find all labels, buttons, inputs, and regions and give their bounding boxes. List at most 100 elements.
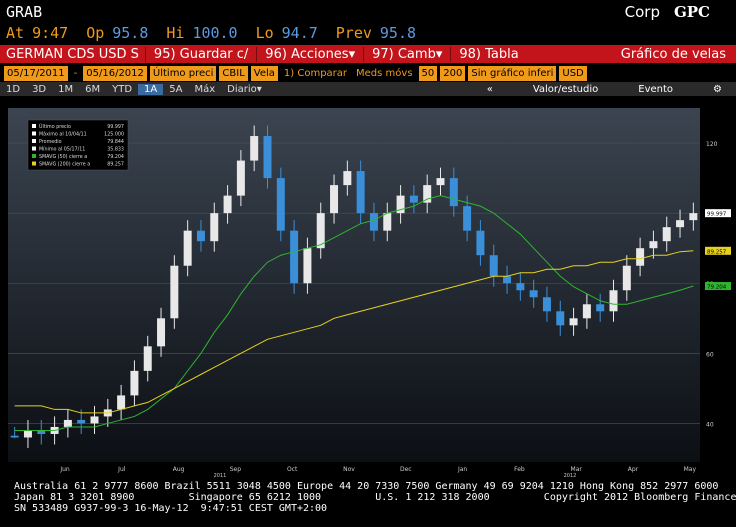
- toolbar-field[interactable]: USD: [559, 65, 587, 81]
- candle-body: [529, 290, 538, 298]
- period-tab[interactable]: Máx: [194, 83, 216, 95]
- candle-body: [423, 185, 432, 203]
- period-tab[interactable]: 1M: [58, 83, 74, 95]
- last-value-box: [705, 282, 731, 291]
- toolbar-field[interactable]: -: [70, 65, 81, 81]
- legend-value: 79.844: [107, 139, 124, 145]
- candle-body: [157, 318, 166, 347]
- tab-action[interactable]: Evento: [638, 83, 674, 95]
- period-tab[interactable]: Diario▾: [227, 83, 262, 95]
- candle-body: [250, 136, 259, 161]
- menu-button[interactable]: 97) Camb▾: [363, 46, 450, 62]
- last-value-label: 79.204: [707, 285, 727, 291]
- footer-line: Japan 81 3 3201 8900 Singapore 65 6212 1…: [14, 492, 736, 503]
- candle-body: [676, 220, 685, 228]
- quote-label: At: [6, 24, 25, 42]
- quote-value: 100.0: [192, 24, 238, 42]
- moving-average-line: [14, 195, 694, 431]
- candle-body: [290, 230, 299, 284]
- x-tick-label: Mar: [571, 466, 583, 473]
- quote-value: 9:47: [32, 24, 69, 42]
- candle-body: [409, 195, 418, 203]
- candle-body: [130, 370, 139, 396]
- toolbar-field[interactable]: 05/17/2011: [4, 65, 68, 81]
- candle-body: [569, 318, 578, 326]
- title-row: GRAB Corp GPC: [0, 2, 736, 22]
- tab-action[interactable]: Valor/estudio: [532, 83, 599, 95]
- tab-bar: 1D 3D 1M 6M YTD 1A 5A Máx Diario▾ « Valor/estudio E…: [0, 82, 736, 96]
- toolbar-field[interactable]: 200: [440, 65, 466, 81]
- candle-body: [77, 419, 86, 424]
- toolbar-field[interactable]: Vela: [250, 65, 278, 81]
- candle-body: [582, 304, 591, 319]
- candle-body: [10, 435, 19, 438]
- year-label: 2011: [214, 473, 227, 478]
- last-value-label: 89.257: [707, 249, 727, 255]
- candle-body: [210, 213, 219, 242]
- legend-label: Máximo al 10/04/11: [39, 131, 87, 138]
- x-tick-label: Nov: [343, 466, 355, 473]
- market: Corp: [624, 3, 660, 21]
- menu-button[interactable]: 96) Acciones▾: [256, 46, 363, 62]
- toolbar-field[interactable]: 05/16/2012: [83, 65, 147, 81]
- menu-bar: GERMAN CDS USD S 95) Guardar c/96) Accio…: [0, 45, 736, 63]
- period-tab[interactable]: 1A: [138, 83, 164, 95]
- tab-action[interactable]: «: [486, 83, 493, 95]
- candle-body: [636, 248, 645, 266]
- x-tick-label: Oct: [287, 466, 298, 473]
- legend-value: 125.000: [104, 132, 124, 138]
- menu-button[interactable]: 95) Guardar c/: [144, 46, 256, 62]
- candle-body: [263, 136, 272, 179]
- period-tab[interactable]: 5A: [169, 83, 183, 95]
- x-tick-label: Aug: [173, 466, 185, 473]
- candle-body: [596, 304, 605, 312]
- toolbar-field[interactable]: Meds móvs: [353, 65, 416, 81]
- candle-body: [90, 416, 99, 424]
- y-tick-label: 40: [706, 421, 714, 428]
- quote-label: Op: [86, 24, 105, 42]
- x-tick-label: Jul: [117, 466, 126, 473]
- tab-action[interactable]: ⚙: [713, 83, 722, 95]
- candle-body: [383, 213, 392, 231]
- period-tab[interactable]: 1D: [6, 83, 21, 95]
- ticker: GRAB: [6, 3, 43, 21]
- menu-button[interactable]: 98) Tabla: [450, 46, 526, 62]
- toolbar-field[interactable]: Sin gráfico inferi: [468, 65, 557, 81]
- quote-row: At 9:47 Op 95.8 Hi 100.0 Lo 94.7 Prev 95.8: [0, 23, 736, 43]
- last-value-box: [705, 209, 731, 218]
- period-tab[interactable]: YTD: [112, 83, 133, 95]
- legend-label: Mínimo al 05/17/11: [39, 146, 85, 153]
- legend-swatch: [32, 161, 36, 166]
- quote-value: 95.8: [112, 24, 149, 42]
- legend-label: SMAVG (200) cierre a: [39, 162, 90, 168]
- candle-body: [356, 171, 365, 214]
- toolbar-field[interactable]: 50: [418, 65, 438, 81]
- security: GERMAN CDS USD S: [6, 46, 139, 62]
- quote-value: 94.7: [281, 24, 318, 42]
- period-tab[interactable]: 6M: [85, 83, 101, 95]
- legend-box: [27, 119, 129, 171]
- toolbar-field[interactable]: 1) Comparar: [280, 65, 351, 81]
- candle-body: [396, 195, 405, 214]
- legend-swatch: [32, 139, 36, 143]
- candle-body: [556, 311, 565, 326]
- legend-swatch: [32, 124, 36, 128]
- legend-swatch: [32, 154, 36, 158]
- quote-value: 95.8: [379, 24, 417, 42]
- period-tab[interactable]: 3D: [32, 83, 47, 95]
- year-label: 2012: [564, 473, 577, 478]
- x-tick-label: May: [684, 466, 697, 473]
- candle-body: [689, 213, 698, 221]
- candle-body: [343, 171, 352, 186]
- legend-swatch: [32, 131, 36, 136]
- candle-body: [37, 430, 46, 434]
- candle-body: [503, 276, 512, 284]
- toolbar-field[interactable]: Último preci: [149, 65, 217, 81]
- quote-label: Hi: [166, 24, 185, 42]
- candle-body: [662, 227, 671, 242]
- candle-body: [476, 230, 485, 256]
- last-value-label: 99.997: [707, 212, 727, 218]
- toolbar-field[interactable]: CBIL: [219, 65, 248, 81]
- legend-label: Último precio: [39, 123, 71, 130]
